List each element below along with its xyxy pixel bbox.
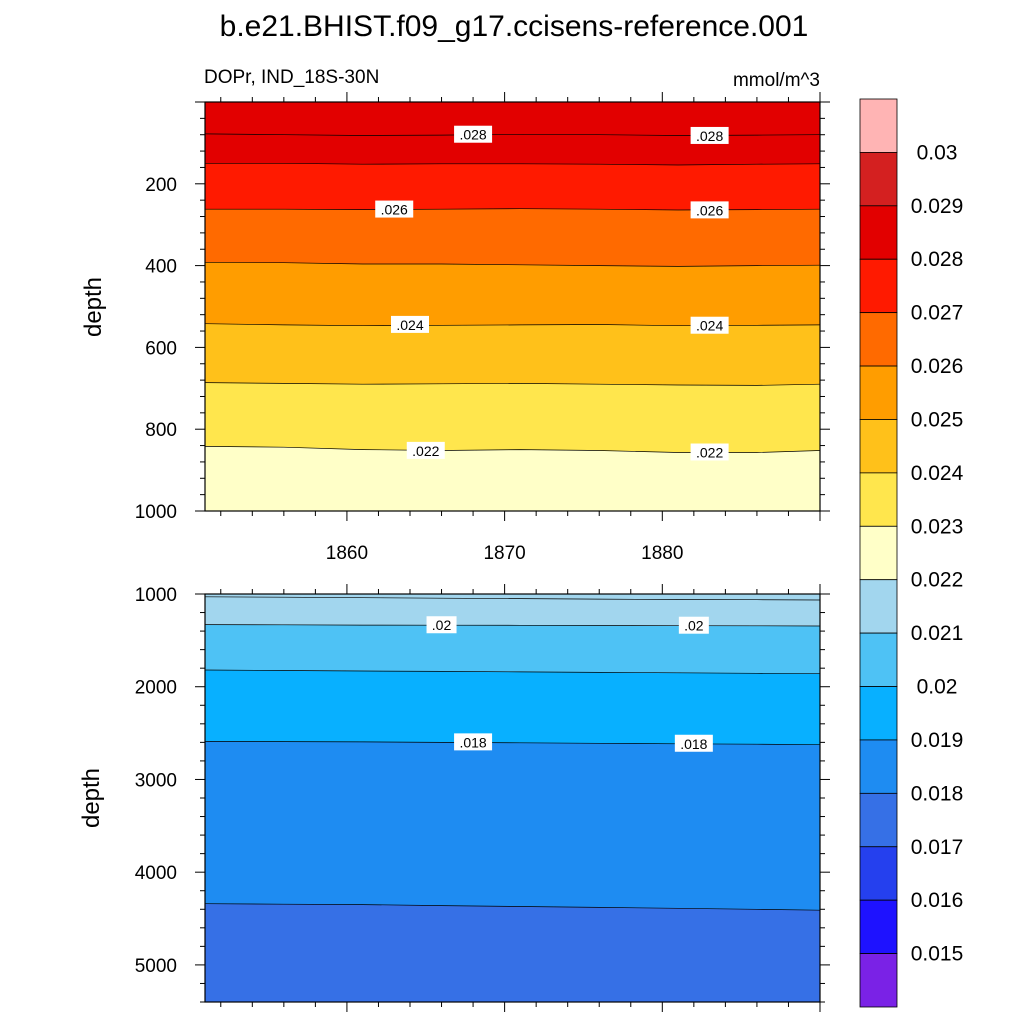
colorbar-label: 0.021: [911, 622, 964, 645]
y-tick-label: 4000: [135, 863, 177, 884]
colorbar-label: 0.018: [911, 782, 964, 805]
x-tick-label: 1880: [641, 543, 683, 564]
contour-label: .024: [396, 317, 423, 333]
y-tick-label: 600: [145, 338, 177, 359]
colorbar-label: 0.017: [911, 836, 964, 859]
lower-contour-line: [204, 741, 821, 746]
lower-band-0_017: [205, 903, 820, 1002]
contour-label-box: [406, 441, 445, 459]
colorbar-swatch: [859, 792, 898, 848]
subtitle-left: DOPr, IND_18S-30N: [204, 67, 379, 88]
colorbar-swatch: [859, 579, 898, 634]
contour-label-box: [454, 733, 493, 751]
contour-label: .022: [696, 445, 723, 461]
upper-plot-frame: [204, 101, 821, 512]
colorbar-swatch: [859, 472, 898, 527]
colorbar-label: 0.015: [911, 943, 964, 966]
colorbar-swatch: [859, 953, 898, 1008]
upper-panel: .028 .028 .026 .026 .024 .024 .022 .022 200 400 60…: [135, 92, 830, 523]
contour-label: .026: [696, 202, 723, 218]
y-tick-label: 2000: [135, 678, 177, 699]
contour-label-box: [426, 616, 457, 634]
y-tick-label: 1000: [135, 585, 177, 606]
contour-label-box: [690, 126, 729, 144]
colorbar-label: 0.016: [911, 889, 964, 912]
contour-label: .026: [381, 202, 408, 218]
colorbar-swatch: [859, 899, 898, 954]
contour-label: .018: [459, 734, 486, 750]
colorbar-label: 0.03: [917, 141, 958, 164]
lower-contour-line: [204, 596, 821, 601]
colorbar-swatch: [859, 739, 898, 794]
lower-contour-line: [204, 624, 821, 627]
upper-contour-line: [204, 133, 821, 136]
colorbar-label: 0.029: [911, 195, 964, 218]
colorbar-label: 0.026: [911, 355, 964, 378]
upper-contour-line: [205, 208, 821, 211]
colorbar-label: 0.024: [911, 462, 964, 485]
colorbar-swatch: [859, 312, 898, 367]
lower-panel: .02 .02 .018 .018 1000 2000 3000 4000 5000: [135, 584, 830, 1012]
colorbar-swatch: [859, 152, 898, 207]
subtitle-right: mmol/m^3: [733, 70, 820, 91]
colorbar: 0.03 0.029 0.028 0.027 0.026 0.025 0.024 0.023 0…: [859, 98, 964, 1008]
lower-contour-line: [204, 903, 821, 911]
x-tick-labels: 1860 1870 1880: [326, 543, 684, 564]
colorbar-swatch: [859, 205, 898, 260]
colorbar-swatch: [859, 686, 898, 741]
contour-label-box: [375, 200, 414, 218]
contour-label: .018: [680, 736, 707, 752]
y-tick-label: 1000: [135, 502, 177, 523]
contour-label-box: [391, 315, 429, 333]
contour-label-box: [690, 443, 729, 461]
contour-label: .02: [432, 617, 452, 633]
contour-label: .02: [684, 618, 704, 634]
contour-label: .028: [696, 128, 723, 144]
colorbar-swatch: [859, 846, 898, 901]
upper-band-0_022: [205, 446, 820, 511]
contour-label: .024: [696, 318, 723, 334]
y-tick-label: 400: [145, 257, 177, 278]
upper-contour-line: [204, 323, 821, 327]
lower-contour-line: [204, 669, 821, 675]
lower-y-axis-label: depth: [78, 768, 105, 828]
x-tick-label: 1860: [326, 543, 368, 564]
x-tick-label: 1870: [483, 543, 525, 564]
colorbar-label: 0.022: [911, 569, 964, 592]
contour-label-box: [454, 125, 493, 143]
upper-contour-line: [205, 162, 821, 166]
contour-label-box: [690, 316, 729, 334]
upper-contour-line: [204, 261, 821, 267]
colorbar-swatch: [859, 258, 898, 314]
chart-title: b.e21.BHIST.f09_g17.ccisens-reference.00…: [220, 10, 809, 43]
contour-label-box: [674, 734, 713, 752]
y-tick-label: 5000: [135, 956, 177, 977]
colorbar-swatch: [859, 419, 898, 474]
colorbar-label: 0.02: [917, 676, 958, 699]
y-tick-label: 200: [145, 175, 177, 196]
colorbar-swatch: [859, 525, 898, 581]
contour-label-box: [690, 201, 729, 219]
colorbar-swatch: [859, 365, 898, 420]
contour-label: .022: [412, 443, 439, 459]
y-tick-label: 3000: [135, 770, 177, 791]
colorbar-label: 0.025: [911, 408, 964, 431]
upper-y-axis-label: depth: [80, 277, 107, 337]
colorbar-swatch: [859, 98, 898, 153]
contour-label-box: [678, 616, 709, 634]
colorbar-label: 0.027: [911, 302, 964, 325]
y-tick-label: 800: [145, 420, 177, 441]
colorbar-label: 0.023: [911, 515, 964, 538]
colorbar-label: 0.019: [911, 729, 964, 752]
upper-contour-line: [204, 382, 821, 386]
colorbar-swatch: [859, 632, 898, 687]
upper-contour-line: [204, 446, 821, 453]
contour-label: .028: [459, 127, 486, 143]
colorbar-label: 0.028: [911, 248, 964, 271]
